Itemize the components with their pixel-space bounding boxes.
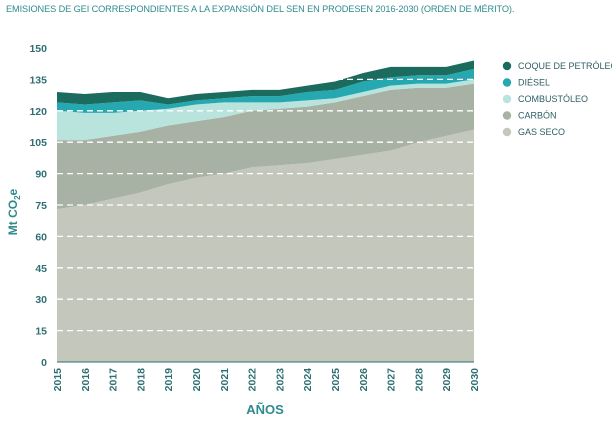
y-tick-label: 60: [35, 231, 47, 243]
legend-label-diesel: DIÉSEL: [518, 78, 550, 88]
area-coque-de-petroleo: [57, 60, 474, 105]
y-tick-label: 30: [35, 294, 47, 306]
x-tick-label: 2017: [108, 368, 120, 392]
legend-swatch-carbon: [502, 111, 512, 120]
x-tick-label: 2024: [302, 368, 314, 392]
x-tick-label: 2025: [330, 368, 342, 392]
y-tick-label: 45: [35, 263, 47, 275]
x-tick-label: 2020: [191, 368, 203, 392]
x-tick-label: 2023: [274, 368, 286, 392]
x-axis-ticks: 2015 2016 2017 2018 2019 2020 2021 2022 2023 2024…: [52, 368, 481, 392]
area-carbon: [57, 83, 474, 210]
x-tick-label: 2027: [386, 368, 398, 392]
y-tick-label: 120: [29, 106, 47, 118]
legend-label-carbon: CARBÓN: [518, 111, 557, 121]
legend-label-gas-seco: GAS SECO: [518, 127, 565, 137]
legend-swatch-coque-de-petroleo: [502, 61, 512, 71]
area-gas-seco: [57, 129, 474, 362]
x-tick-label: 2015: [52, 368, 64, 392]
x-tick-label: 2019: [163, 368, 175, 392]
y-tick-label: 90: [35, 169, 47, 181]
y-tick-label: 15: [35, 326, 47, 338]
legend-swatch-combustoleo: [502, 94, 512, 104]
x-axis-label: AÑOS: [246, 402, 284, 417]
x-tick-label: 2016: [80, 368, 92, 392]
area-combustoleo: [57, 79, 474, 141]
x-tick-label: 2022: [247, 368, 259, 392]
legend: COQUE DE PETRÓLEO DIÉSEL COMBUSTÓLEO CARBÓN…: [502, 61, 612, 137]
y-tick-label: 135: [29, 74, 47, 86]
y-tick-label: 0: [41, 357, 47, 369]
x-tick-label: 2018: [135, 368, 147, 392]
x-tick-label: 2030: [469, 368, 481, 392]
y-axis-ticks: 0 15 30 45 60 75 90 105 120 135 150: [29, 43, 47, 369]
x-tick-label: 2028: [413, 368, 425, 392]
gridlines: [57, 78, 474, 363]
legend-label-coque-de-petroleo: COQUE DE PETRÓLEO: [518, 61, 612, 71]
chart-title: EMISIONES DE GEI CORRESPONDIENTES A LA E…: [6, 4, 515, 14]
legend-label-combustoleo: COMBUSTÓLEO: [518, 94, 588, 104]
x-tick-label: 2021: [219, 368, 231, 392]
y-tick-label: 150: [29, 43, 47, 55]
area-layers: [57, 60, 474, 362]
x-tick-label: 2026: [358, 368, 370, 392]
legend-swatch-gas-seco: [502, 127, 512, 137]
legend-swatch-diesel: [502, 78, 512, 87]
x-tick-label: 2029: [441, 368, 453, 392]
y-axis-label: Mt CO2e: [6, 188, 22, 235]
area-diesel: [57, 68, 474, 113]
y-tick-label: 75: [35, 200, 47, 212]
y-tick-label: 105: [29, 137, 47, 149]
